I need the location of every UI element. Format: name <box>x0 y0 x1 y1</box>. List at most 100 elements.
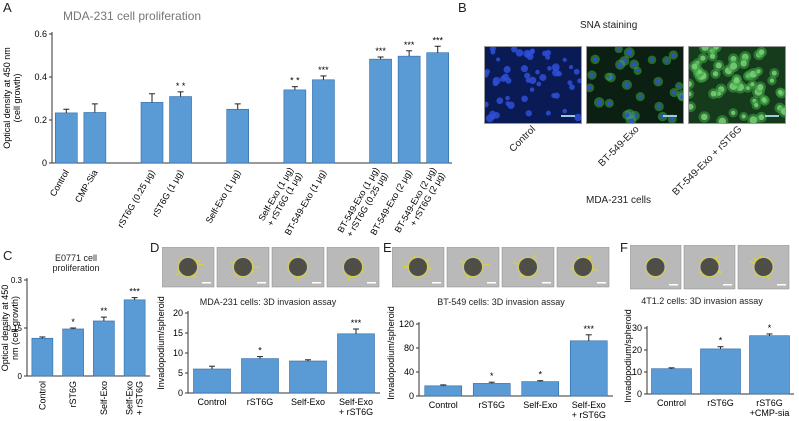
y-axis-label-a: Optical density at 450 nm(cell growth) <box>2 47 22 149</box>
cell <box>631 62 637 67</box>
spheroid-outline <box>232 256 254 278</box>
y-tick-label-e: 80 <box>404 343 414 353</box>
scale-bar <box>312 282 321 284</box>
cell <box>700 55 706 61</box>
chart-title-d: MDA-231 cells: 3D invasion assay <box>200 297 337 307</box>
cell <box>750 82 755 87</box>
significance-e-3: *** <box>583 324 594 334</box>
cell <box>780 107 785 115</box>
chart-mda231-invasion: MDA-231 cells: 3D invasion assay Invadopo… <box>156 296 380 417</box>
cell <box>587 85 592 90</box>
y-tick-label-e: 0 <box>409 391 414 401</box>
cell <box>754 103 759 108</box>
spheroid-outline <box>699 256 720 278</box>
category-label-a-1: CMP-Sia <box>73 168 100 204</box>
cell <box>709 53 716 59</box>
y-axis-label-d: Invadopodium/spheroid <box>156 296 166 390</box>
bar-e-3 <box>569 340 608 397</box>
bar-e-1 <box>472 383 511 397</box>
bar-c-3 <box>123 299 146 377</box>
micrograph-strip-d <box>162 247 380 288</box>
cell <box>655 79 661 85</box>
cell <box>551 63 560 72</box>
y-tick-label-d: 20 <box>173 308 183 318</box>
chart-bt549-invasion: BT-549 cells: 3D invasion assay Invadopod… <box>386 297 613 420</box>
scale-bar <box>432 282 441 284</box>
cell <box>492 80 499 87</box>
cell <box>701 47 709 51</box>
sna-label-control: Control <box>507 124 538 155</box>
spheroid <box>700 258 719 276</box>
cell <box>507 101 515 109</box>
cell <box>761 97 767 103</box>
cell <box>496 97 504 105</box>
chart-title-c: E0771 cell proliferation <box>52 253 99 273</box>
spheroid <box>409 258 427 276</box>
cell <box>671 52 676 58</box>
cell <box>529 49 535 55</box>
scale-bar <box>202 282 211 284</box>
cell <box>526 52 534 61</box>
sna-image-bt549-exo-rst6g <box>688 46 786 124</box>
spheroid <box>519 258 537 276</box>
y-tick-label-c: 0.3 <box>11 276 23 285</box>
green-cells-dense-group <box>689 47 785 123</box>
spheroid-outline <box>287 256 309 278</box>
cell <box>680 95 683 99</box>
category-label-a-4: Self-Exo (1 μg) <box>204 168 243 225</box>
bar-a-4 <box>226 108 250 164</box>
y-tick-label-e: 120 <box>399 319 414 329</box>
cell <box>490 49 496 55</box>
y-tick-label-d: 0 <box>178 388 183 398</box>
significance-f-2: * <box>768 323 772 333</box>
cell <box>664 58 669 63</box>
cell <box>771 70 777 76</box>
cell <box>617 47 621 51</box>
bar-a-8 <box>397 55 421 164</box>
bar-a-7 <box>369 58 392 164</box>
bar-c-0 <box>31 337 54 377</box>
cell <box>510 47 518 53</box>
category-label-e-3: Self-Exo + rST6G <box>572 400 606 420</box>
bar-a-0 <box>54 112 78 164</box>
y-tick-label-c: 0.15 <box>6 324 22 333</box>
bar-d-1 <box>241 358 279 394</box>
significance-a-9: *** <box>432 35 443 45</box>
cell <box>689 103 694 110</box>
y-tick-label-e: 40 <box>404 367 414 377</box>
spheroid-outline <box>342 256 364 278</box>
category-label-c-0: Control <box>37 381 47 410</box>
category-label-d-0: Control <box>197 397 226 407</box>
bar-d-0 <box>193 368 231 394</box>
cell <box>573 68 580 75</box>
cell <box>536 81 542 87</box>
spheroid <box>574 258 592 276</box>
panel-label-b: B <box>458 0 467 15</box>
y-tick-label-d: 15 <box>173 328 183 338</box>
y-tick-label-a: 0.2 <box>34 115 47 125</box>
y-tick-label-a: 0 <box>42 158 47 168</box>
cell <box>715 62 722 69</box>
cell <box>574 113 581 122</box>
cell <box>691 63 698 70</box>
chart-e0771-proliferation: E0771 cell proliferation Optical density a… <box>0 253 150 415</box>
category-label-f-2: rST6G +CMP-sia <box>750 398 790 418</box>
cell <box>689 91 692 97</box>
scale-bar <box>542 282 551 284</box>
bar-f-1 <box>700 348 741 395</box>
chart-title-f: 4T1.2 cells: 3D invasion assay <box>641 296 763 306</box>
cell <box>562 108 568 114</box>
cell <box>596 99 602 106</box>
y-tick-label-f: 10 <box>632 367 642 377</box>
cell <box>485 101 489 108</box>
bar-e-0 <box>424 385 463 397</box>
spheroid <box>754 258 773 276</box>
cell <box>758 114 765 121</box>
y-tick-label-c: 0 <box>18 372 23 381</box>
significance-a-8: *** <box>404 40 415 50</box>
chart-mda231-proliferation: MDA-231 cell proliferation Optical densit… <box>2 9 452 239</box>
cell <box>525 77 531 83</box>
chart-title-e: BT-549 cells: 3D invasion assay <box>437 297 565 307</box>
sna-label-bt549: BT-549-Exo <box>596 124 642 170</box>
